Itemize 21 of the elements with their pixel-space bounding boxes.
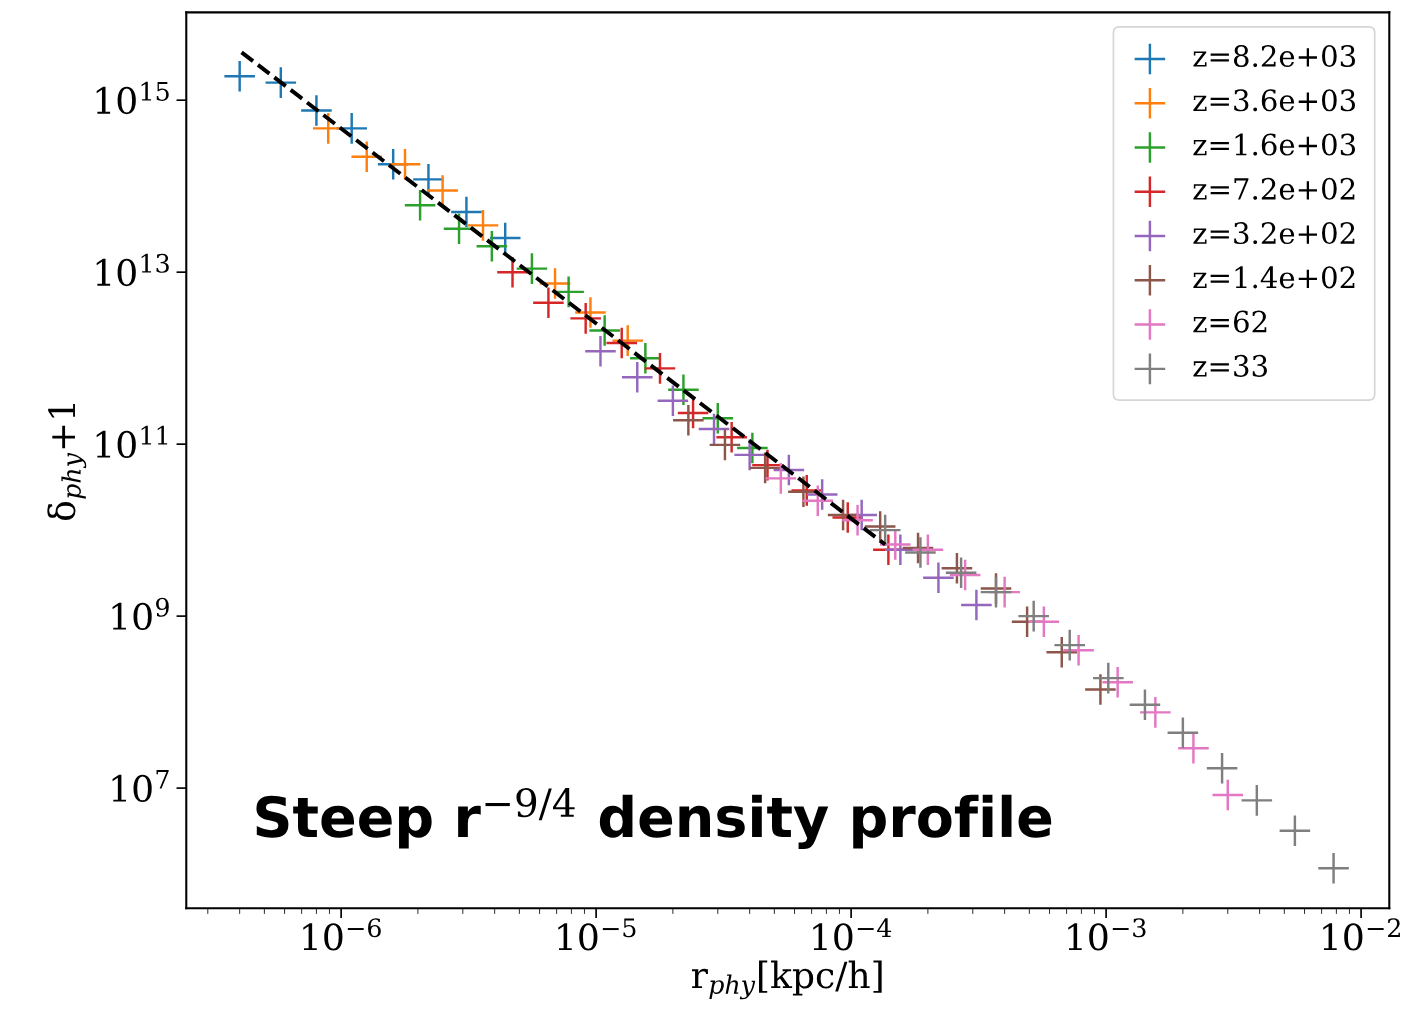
x-axis-title: r$_{phy}$[kpc/h] <box>691 960 882 1000</box>
x-tick-label: 10$^{−6}$ <box>303 918 381 951</box>
x-tick-label: 10$^{−4}$ <box>813 918 892 951</box>
y-tick-label: 10$^{9}$ <box>112 597 169 631</box>
legend-label: z=1.6e+03 <box>1193 133 1356 156</box>
legend-label: z=62 <box>1193 310 1267 333</box>
legend-label: z=33 <box>1193 354 1267 377</box>
legend-label: z=1.4e+02 <box>1193 266 1355 289</box>
legend-label: z=7.2e+02 <box>1193 177 1355 200</box>
x-tick-label: 10$^{−5}$ <box>558 918 636 951</box>
legend-label: z=3.6e+03 <box>1193 89 1356 112</box>
y-axis-title: δ$_{phy}$+1 <box>47 404 87 521</box>
annotation: Steep r$^{−9/4}$ density profile <box>256 787 1052 849</box>
x-tick-label: 10$^{−2}$ <box>1323 918 1400 951</box>
y-tick-label: 10$^{13}$ <box>96 253 169 287</box>
y-tick-label: 10$^{15}$ <box>96 81 169 115</box>
legend-label: z=3.2e+02 <box>1193 222 1355 245</box>
legend-label: z=8.2e+03 <box>1193 44 1356 68</box>
x-tick-label: 10$^{−3}$ <box>1068 918 1146 951</box>
y-tick-label: 10$^{7}$ <box>112 770 169 803</box>
y-tick-label: 10$^{11}$ <box>96 425 168 459</box>
